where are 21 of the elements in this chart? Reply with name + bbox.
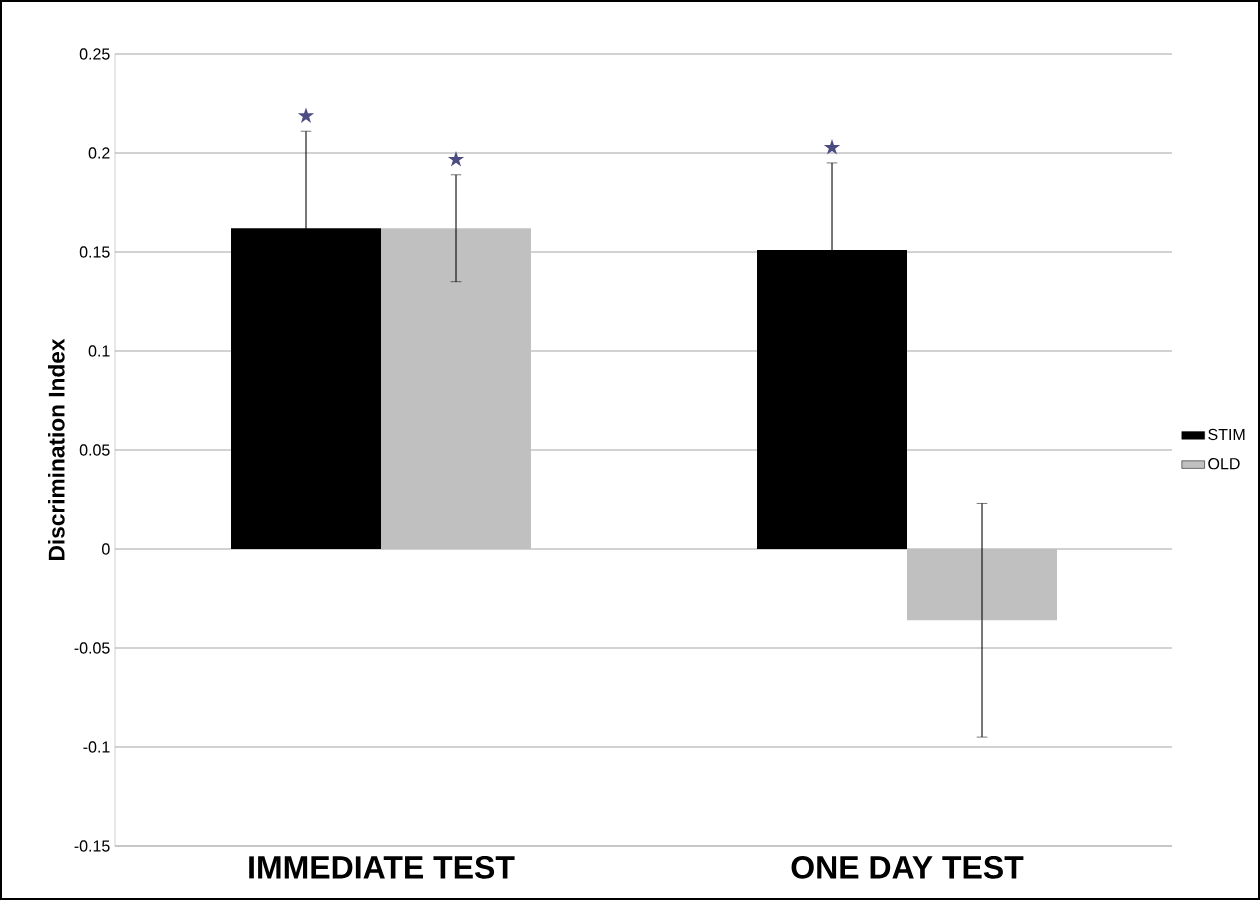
x-tick-label: IMMEDIATE TEST (249, 856, 515, 879)
y-tick-label: -0.15 (74, 840, 110, 852)
y-tick-label: 0.15 (79, 246, 110, 258)
y-tick-label: 0.1 (88, 345, 110, 357)
y-tick-label: 0.05 (79, 444, 110, 456)
y-tick-label: 0.25 (79, 48, 110, 60)
bar (381, 228, 531, 549)
annotation: ★ (297, 107, 315, 123)
x-tick-label: ONE DAY TEST (791, 856, 1024, 879)
y-axis-title: Discrimination Index (48, 338, 65, 560)
y-tick-label: -0.05 (74, 642, 110, 654)
y-tick-label: 0.2 (88, 147, 110, 159)
bar (231, 228, 381, 549)
bar (907, 549, 1058, 621)
y-tick-label: 0 (102, 543, 110, 555)
legend-label: OLD (1208, 458, 1240, 470)
annotation: ★ (823, 139, 841, 155)
legend-label: STIM (1208, 428, 1245, 441)
annotation: ★ (447, 150, 465, 167)
y-tick-label: -0.1 (83, 741, 110, 753)
bar (757, 250, 908, 549)
